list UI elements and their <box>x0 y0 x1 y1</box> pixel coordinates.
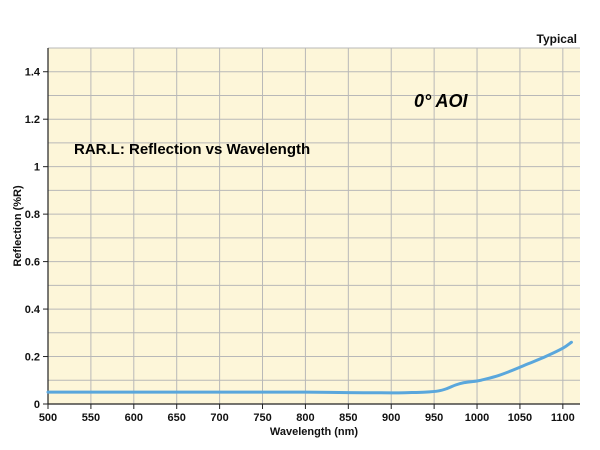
x-tick-label: 500 <box>39 412 57 424</box>
series-line-0-aoi <box>46 340 573 395</box>
y-tick-label: 1.4 <box>25 67 41 79</box>
x-tick-label: 850 <box>339 412 357 424</box>
axes <box>43 48 580 409</box>
x-tick-label: 800 <box>296 412 314 424</box>
x-tick-labels: 500 550 600 650 700 750 800 850 900 950 1000 1050 11… <box>39 412 575 424</box>
x-axis-title: Wavelength (nm) <box>270 426 359 438</box>
y-tick-label: 0.8 <box>25 209 40 221</box>
x-tick-label: 1100 <box>551 412 575 424</box>
y-tick-label: 0.2 <box>25 352 40 364</box>
x-tick-label: 950 <box>425 412 443 424</box>
y-tick-label: 0 <box>34 399 40 411</box>
typical-label: Typical <box>537 32 577 46</box>
y-tick-label: 1.2 <box>25 114 40 126</box>
y-tick-label: 0.6 <box>25 257 40 269</box>
x-tick-label: 1000 <box>465 412 489 424</box>
x-tick-label: 550 <box>82 412 100 424</box>
y-tick-label: 0.4 <box>25 304 41 316</box>
y-tick-labels: 0 0.2 0.4 0.6 0.8 1 1.2 1.4 <box>25 67 41 411</box>
x-tick-label: 900 <box>382 412 400 424</box>
aoi-annotation: 0° AOI <box>414 91 469 111</box>
y-tick-label: 1 <box>34 162 40 174</box>
chart-title: RAR.L: Reflection vs Wavelength <box>74 141 310 158</box>
x-tick-label: 650 <box>168 412 186 424</box>
plot-area <box>48 48 580 404</box>
y-axis-title: Reflection (%R) <box>12 185 24 267</box>
x-tick-label: 700 <box>210 412 228 424</box>
x-tick-label: 750 <box>253 412 271 424</box>
x-tick-label: 600 <box>125 412 143 424</box>
x-tick-label: 1050 <box>508 412 532 424</box>
